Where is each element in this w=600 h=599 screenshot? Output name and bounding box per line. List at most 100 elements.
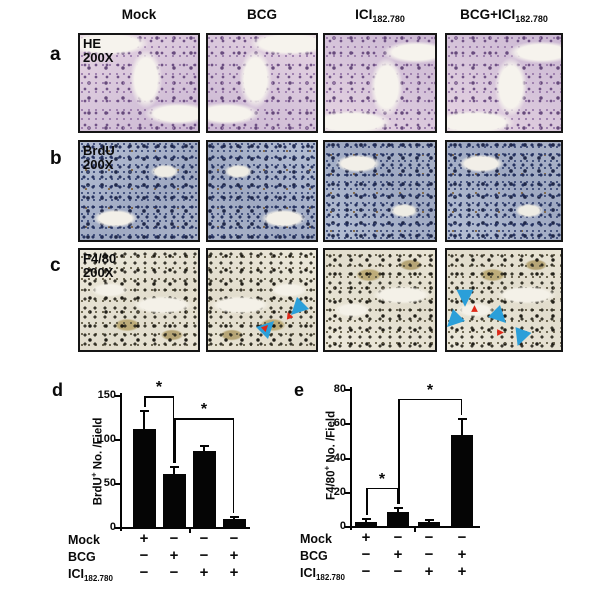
condition-sign: − — [229, 530, 239, 547]
error-bar-stem — [143, 410, 145, 430]
y-tick — [345, 491, 350, 494]
row-label-a: a — [50, 44, 61, 65]
condition-row-label-part: 182.780 — [315, 573, 345, 582]
x-axis-mid-tick — [413, 528, 416, 532]
y-tick-label: 50 — [103, 477, 116, 489]
sig-bracket-leg — [366, 487, 368, 516]
x-axis — [350, 526, 480, 528]
micrograph-brdu-ici — [323, 140, 437, 242]
condition-sign: + — [139, 530, 149, 547]
condition-sign: + — [229, 547, 239, 564]
chart-letter-e: e — [294, 380, 305, 400]
condition-sign: + — [393, 546, 403, 563]
condition-sign: + — [361, 529, 371, 546]
column-header-bcg-ici-label: BCG+ICI — [460, 7, 516, 22]
error-bar-cap — [139, 409, 149, 412]
condition-sign: − — [169, 530, 179, 547]
y-tick — [345, 389, 350, 391]
column-header-mock: Mock — [78, 7, 200, 27]
bar-bcg — [162, 474, 186, 528]
sig-star: * — [200, 401, 208, 418]
condition-row-label-part: BCG — [300, 549, 328, 563]
column-header-bcg-label: BCG — [247, 7, 277, 22]
column-header-ici: ICI182.780 — [323, 7, 437, 27]
error-bar-stem — [461, 419, 463, 435]
stain-name: BrdU — [83, 143, 115, 158]
stain-label-f480: F4/80 200X — [83, 251, 116, 281]
condition-row-label-bcg: BCG — [68, 550, 96, 564]
condition-row-label-part: Mock — [68, 533, 100, 547]
condition-sign: − — [424, 529, 434, 546]
y-tick — [115, 483, 120, 485]
y-axis-title-part: BrdU — [92, 477, 105, 506]
error-bar-cap — [393, 507, 403, 510]
stain-label-he: HE 200X — [83, 36, 114, 66]
condition-row-label-part: Mock — [300, 532, 332, 546]
chart-letter-d: d — [52, 380, 63, 400]
condition-row-label-mock: Mock — [68, 533, 100, 547]
condition-row-label-part: ICI — [300, 566, 316, 580]
y-axis-title-part: + — [89, 472, 99, 478]
micrograph-he-mock: HE 200X — [78, 33, 200, 133]
magnification: 200X — [83, 265, 114, 281]
sig-star: * — [378, 470, 386, 488]
sig-star: * — [155, 379, 163, 396]
sig-bracket-top — [174, 418, 234, 420]
y-axis-title-part: No. /Field — [325, 410, 338, 466]
y-tick-label: 20 — [333, 485, 346, 498]
condition-sign: − — [169, 564, 179, 581]
row-label-b: b — [50, 148, 62, 169]
error-bar-cap — [424, 519, 434, 522]
condition-sign: − — [139, 547, 149, 564]
sig-star: * — [426, 381, 434, 399]
y-tick — [345, 423, 350, 426]
micrograph-he-bcg — [206, 33, 318, 133]
red-arrow-icon — [497, 328, 509, 337]
sig-bracket-leg — [232, 418, 234, 514]
micrograph-f480-ici — [323, 248, 437, 352]
error-bar-stem — [173, 467, 175, 475]
row-label-c: c — [50, 255, 61, 276]
y-tick-label: 60 — [333, 417, 346, 430]
condition-sign: + — [169, 547, 179, 564]
micrograph-he-bcg-ici — [445, 33, 563, 133]
x-axis-mid-tick — [189, 529, 191, 533]
y-axis-title-part: + — [322, 465, 332, 471]
error-bar-cap — [229, 516, 239, 519]
sig-bracket-top — [398, 398, 462, 401]
condition-sign: + — [229, 564, 239, 581]
y-axis-title: BrdU+ No. /Field — [90, 386, 105, 536]
y-axis-title-part: No. /Field — [92, 417, 105, 473]
blue-arrow-icon — [448, 277, 482, 311]
y-tick — [115, 395, 120, 397]
condition-sign: − — [199, 547, 209, 564]
condition-sign: − — [361, 546, 371, 563]
condition-sign: − — [393, 563, 403, 580]
condition-row-label-ici: ICI182.780 — [300, 566, 345, 582]
red-arrow-icon — [470, 300, 479, 312]
y-tick — [115, 439, 120, 441]
y-axis-title-part: F4/80 — [325, 470, 338, 500]
sig-bracket-top — [366, 487, 398, 490]
column-header-mock-label: Mock — [121, 7, 157, 22]
error-bar-cap — [169, 466, 179, 469]
blue-arrow-icon — [485, 302, 509, 326]
y-tick-label: 100 — [97, 433, 116, 445]
magnification: 200X — [83, 50, 114, 66]
sig-bracket-top — [144, 396, 174, 398]
y-axis — [120, 393, 122, 531]
sig-bracket-leg — [460, 398, 462, 416]
y-tick-label: 80 — [333, 383, 346, 395]
y-tick-label: 40 — [333, 451, 346, 464]
micrograph-f480-mock: F4/80 200X — [78, 248, 200, 352]
micrograph-brdu-bcg — [206, 140, 318, 242]
red-arrow-icon — [282, 306, 294, 320]
condition-row-label-mock: Mock — [300, 532, 332, 546]
condition-sign: + — [424, 563, 434, 580]
micrograph-brdu-mock: BrdU 200X — [78, 140, 200, 242]
y-tick-label: 0 — [339, 520, 346, 532]
blue-arrow-icon — [506, 318, 538, 350]
condition-sign: − — [199, 530, 209, 547]
condition-sign: + — [457, 546, 467, 563]
stain-label-brdu: BrdU 200X — [83, 143, 115, 172]
